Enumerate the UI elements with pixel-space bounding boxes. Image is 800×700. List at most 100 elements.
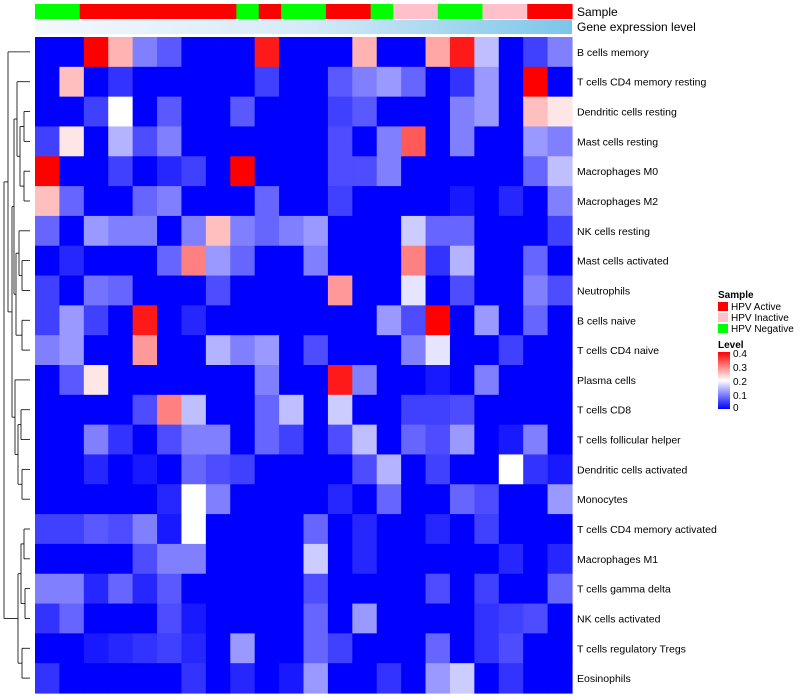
- heatmap-cell: [83, 543, 109, 575]
- heatmap-cell: [547, 543, 573, 575]
- heatmap-cell: [181, 514, 207, 545]
- heatmap-cell: [449, 663, 475, 694]
- heatmap-cell: [157, 275, 183, 306]
- heatmap-cell: [523, 126, 549, 157]
- heatmap-cell: [498, 126, 524, 157]
- heatmap-cell: [327, 633, 353, 664]
- heatmap-cell: [352, 66, 378, 98]
- heatmap-cell: [35, 484, 61, 515]
- heatmap-cell: [449, 245, 475, 277]
- heatmap-cell: [59, 514, 85, 545]
- row-label: NK cells resting: [577, 226, 650, 238]
- heatmap-cell: [449, 424, 475, 456]
- heatmap-cell: [474, 514, 500, 545]
- heatmap-cell: [83, 66, 109, 98]
- heatmap-cell: [425, 484, 451, 515]
- heatmap-cell: [425, 424, 451, 456]
- heatmap-cell: [498, 514, 524, 545]
- heatmap-cell: [35, 663, 61, 694]
- legend-swatch-hpv-active: [718, 302, 728, 311]
- heatmap-cell: [181, 633, 207, 664]
- heatmap-cell: [523, 573, 549, 605]
- heatmap-cell: [547, 603, 573, 634]
- heatmap-cell: [352, 663, 378, 694]
- heatmap-cell: [474, 37, 500, 68]
- heatmap-cell: [425, 156, 451, 187]
- heatmap-cell: [303, 275, 329, 306]
- legend-level-colorbar: [718, 352, 730, 409]
- heatmap-cell: [376, 186, 402, 217]
- heatmap-cell: [230, 394, 256, 426]
- heatmap-cell: [132, 514, 158, 545]
- heatmap-cell: [352, 126, 378, 157]
- heatmap-cell: [376, 514, 402, 545]
- row-label: Monocytes: [577, 494, 628, 506]
- heatmap-cell: [83, 335, 109, 366]
- heatmap-cell: [59, 633, 85, 664]
- heatmap-cell: [59, 603, 85, 634]
- heatmap-cell: [523, 663, 549, 694]
- heatmap-cell: [547, 96, 573, 128]
- heatmap-cell: [230, 454, 256, 485]
- heatmap-cell: [303, 573, 329, 605]
- heatmap-cell: [181, 365, 207, 396]
- heatmap-cell: [523, 275, 549, 306]
- row-label: T cells CD4 memory activated: [577, 524, 717, 536]
- heatmap-cell: [83, 484, 109, 515]
- heatmap-cell: [425, 215, 451, 247]
- heatmap-cell: [327, 156, 353, 187]
- heatmap-cell: [205, 96, 231, 128]
- heatmap-cell: [205, 424, 231, 456]
- heatmap-cell: [108, 126, 134, 157]
- heatmap-cell: [181, 37, 207, 68]
- heatmap-cell: [157, 603, 183, 634]
- heatmap-cell: [157, 424, 183, 456]
- heatmap-cell: [181, 394, 207, 426]
- heatmap-cell: [205, 245, 231, 277]
- heatmap-cell: [181, 484, 207, 515]
- heatmap-cell: [523, 96, 549, 128]
- heatmap-cell: [254, 484, 280, 515]
- heatmap-cell: [547, 37, 573, 68]
- heatmap-cell: [230, 663, 256, 694]
- heatmap-cell: [157, 37, 183, 68]
- heatmap-cell: [59, 305, 85, 336]
- heatmap-cell: [132, 484, 158, 515]
- heatmap-cell: [279, 603, 305, 634]
- heatmap-cell: [352, 603, 378, 634]
- heatmap-cell: [59, 484, 85, 515]
- heatmap-cell: [205, 394, 231, 426]
- heatmap-cell: [547, 186, 573, 217]
- heatmap-cell: [376, 275, 402, 306]
- heatmap-cell: [254, 96, 280, 128]
- heatmap-cell: [523, 424, 549, 456]
- heatmap-cell: [352, 335, 378, 366]
- heatmap-cell: [254, 633, 280, 664]
- heatmap-cell: [181, 305, 207, 336]
- heatmap-cell: [547, 275, 573, 306]
- heatmap-cell: [157, 305, 183, 336]
- heatmap-cell: [449, 66, 475, 98]
- heatmap-cell: [230, 126, 256, 157]
- heatmap-cell: [474, 96, 500, 128]
- heatmap-cell: [523, 305, 549, 336]
- heatmap-cell: [59, 186, 85, 217]
- heatmap-cell: [474, 603, 500, 634]
- heatmap-cell: [83, 365, 109, 396]
- heatmap-cell: [254, 245, 280, 277]
- heatmap-cell: [327, 484, 353, 515]
- heatmap-cell: [474, 156, 500, 187]
- heatmap-cell: [327, 424, 353, 456]
- heatmap-cell: [157, 365, 183, 396]
- heatmap-cell: [230, 514, 256, 545]
- heatmap-cell: [523, 514, 549, 545]
- annotation-label-sample: Sample: [577, 5, 618, 19]
- heatmap-cell: [205, 156, 231, 187]
- heatmap-cell: [83, 394, 109, 426]
- heatmap-cell: [498, 603, 524, 634]
- heatmap-cell: [181, 126, 207, 157]
- sample-annotation-cell: [258, 4, 282, 19]
- heatmap-cell: [35, 394, 61, 426]
- heatmap-cell: [376, 126, 402, 157]
- heatmap-cell: [35, 305, 61, 336]
